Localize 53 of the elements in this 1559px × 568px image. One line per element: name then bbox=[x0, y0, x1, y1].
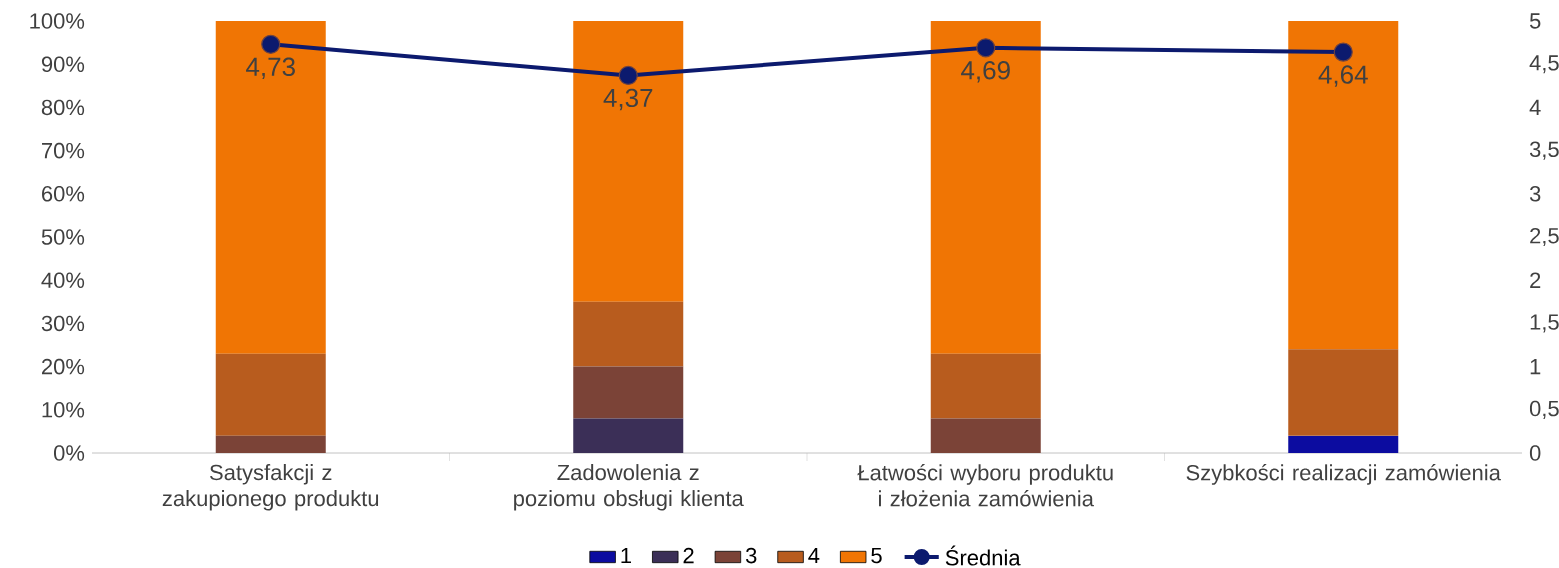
bar bbox=[930, 418, 1041, 453]
y-tick-label: 100% bbox=[30, 13, 85, 29]
point bbox=[261, 34, 281, 54]
data-label: 4,69 bbox=[961, 61, 1010, 83]
x-tick-label: Satysfakcji z zakupionego produktu bbox=[162, 464, 379, 511]
bar bbox=[215, 353, 326, 436]
y-tick-label: 40% bbox=[41, 272, 85, 288]
data-label: 4,37 bbox=[603, 88, 653, 111]
y2-tick-label: 0 bbox=[1529, 445, 1541, 461]
y2-tick-label: 0,5 bbox=[1529, 400, 1559, 419]
bar bbox=[1288, 21, 1399, 350]
y2-tick-label: 3 bbox=[1529, 186, 1541, 202]
data-label: 4,73 bbox=[246, 57, 295, 80]
y2-tick-label: 3,5 bbox=[1529, 141, 1559, 160]
bar bbox=[1288, 349, 1399, 436]
y-tick-label: 10% bbox=[42, 402, 85, 418]
legend-label: 3 bbox=[745, 547, 757, 564]
x-tick-label: Łatwości wyboru produktu i złożenia zamówienia bbox=[857, 464, 1113, 507]
bar bbox=[1288, 435, 1399, 453]
y-tick-label: 0% bbox=[53, 445, 85, 461]
x-tick-label: Zadowolenia z poziomu obsługi klienta bbox=[514, 464, 744, 511]
legend-label: 5 bbox=[871, 547, 882, 564]
bar bbox=[930, 21, 1041, 354]
bar bbox=[215, 21, 326, 354]
bar bbox=[215, 435, 326, 453]
bar bbox=[573, 366, 684, 419]
y-tick-label: 50% bbox=[41, 229, 85, 245]
y-tick-label: 30% bbox=[41, 315, 85, 332]
y2-tick-label: 1 bbox=[1530, 359, 1541, 375]
legend-label: 1 bbox=[621, 547, 631, 564]
point bbox=[618, 65, 638, 86]
y2-tick-label: 2 bbox=[1530, 272, 1541, 288]
y-tick-label: 70% bbox=[42, 142, 85, 159]
y2-tick-label: 1,5 bbox=[1530, 314, 1559, 333]
legend-label: 4 bbox=[808, 547, 820, 564]
data-label: 4,64 bbox=[1318, 65, 1368, 87]
y2-tick-label: 2,5 bbox=[1530, 227, 1559, 247]
bar bbox=[930, 353, 1041, 419]
legend-label: 2 bbox=[683, 547, 694, 564]
y2-tick-label: 4,5 bbox=[1529, 55, 1559, 74]
y-tick-label: 60% bbox=[42, 186, 85, 202]
bar bbox=[573, 301, 684, 367]
legend-label: Średnia bbox=[945, 545, 1021, 566]
x-tick-label: Szybkości realizacji zamówienia bbox=[1186, 464, 1501, 485]
point bbox=[1333, 42, 1353, 62]
bar bbox=[573, 21, 684, 302]
y-tick-label: 20% bbox=[42, 358, 85, 375]
y-tick-label: 90% bbox=[41, 56, 85, 72]
bar bbox=[573, 418, 684, 453]
y2-tick-label: 4 bbox=[1529, 99, 1541, 115]
y2-tick-label: 5 bbox=[1529, 13, 1541, 29]
y-tick-label: 80% bbox=[41, 99, 85, 116]
point bbox=[976, 38, 996, 58]
